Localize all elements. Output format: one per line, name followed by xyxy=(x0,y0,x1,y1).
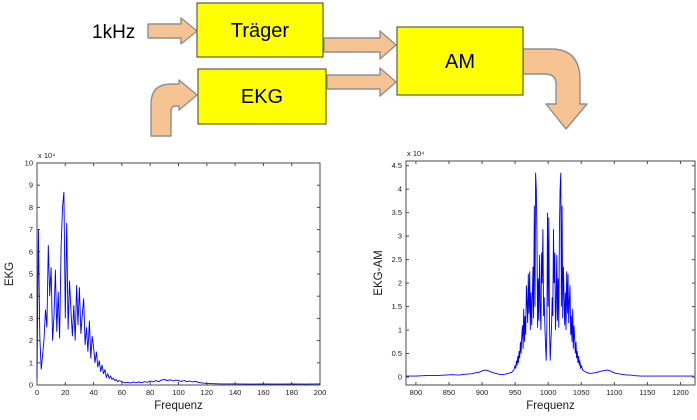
ekg-block-shape xyxy=(197,68,327,125)
arrow-ekg-to-am-icon xyxy=(326,67,397,97)
svg-text:3: 3 xyxy=(29,314,33,323)
svg-text:4: 4 xyxy=(29,292,33,301)
svg-text:Frequenz: Frequenz xyxy=(154,400,203,412)
svg-text:1: 1 xyxy=(29,358,33,367)
svg-text:0.5: 0.5 xyxy=(392,349,402,358)
traeger-block-label: Träger xyxy=(231,20,290,42)
svg-text:4.5: 4.5 xyxy=(392,161,402,170)
arrow-ekg-signal-input-icon xyxy=(150,79,198,137)
svg-text:20: 20 xyxy=(61,388,69,397)
svg-text:EKG-AM: EKG-AM xyxy=(373,250,385,295)
svg-text:x 10⁴: x 10⁴ xyxy=(407,149,424,158)
svg-text:2.5: 2.5 xyxy=(392,255,402,264)
svg-text:40: 40 xyxy=(89,388,97,397)
am-block: AM xyxy=(396,26,524,96)
svg-text:1100: 1100 xyxy=(606,388,622,397)
svg-text:3.5: 3.5 xyxy=(392,208,402,217)
svg-text:1000: 1000 xyxy=(540,388,557,397)
input-frequency-label: 1kHz xyxy=(92,22,135,43)
svg-text:1150: 1150 xyxy=(639,388,655,397)
svg-text:EKG: EKG xyxy=(4,262,16,286)
traeger-block-shape xyxy=(196,2,324,58)
svg-text:80: 80 xyxy=(146,388,154,397)
svg-text:140: 140 xyxy=(229,388,242,397)
svg-text:200: 200 xyxy=(314,388,327,397)
svg-text:Frequenz: Frequenz xyxy=(526,400,575,412)
svg-text:1: 1 xyxy=(398,326,402,335)
svg-text:1050: 1050 xyxy=(573,388,590,397)
svg-text:5: 5 xyxy=(29,270,33,279)
svg-text:9: 9 xyxy=(29,181,33,190)
svg-text:0: 0 xyxy=(29,381,33,390)
traeger-block: Träger xyxy=(196,2,324,58)
svg-text:0: 0 xyxy=(398,373,402,382)
svg-text:850: 850 xyxy=(443,388,456,397)
ekg-am-spectrum-chart: 800 850 900 950 1000 1050 1100 1150 1200 0 0.5 1 1.5… xyxy=(373,149,696,412)
svg-text:0: 0 xyxy=(35,388,39,397)
svg-text:100: 100 xyxy=(172,388,185,397)
svg-text:2: 2 xyxy=(29,336,33,345)
svg-text:7: 7 xyxy=(29,225,33,234)
svg-text:10: 10 xyxy=(25,159,33,168)
arrow-am-output-icon xyxy=(522,48,588,130)
svg-text:950: 950 xyxy=(509,388,522,397)
svg-text:8: 8 xyxy=(29,203,33,212)
svg-text:60: 60 xyxy=(118,388,126,397)
ekg-spectrum-chart: 0 20 40 60 80 100 120 140 160 180 200 0 1 2 3 4 5 6 7 8 9 10 x… xyxy=(4,151,327,412)
ekg-block-label: EKG xyxy=(241,86,283,108)
svg-text:2: 2 xyxy=(398,279,402,288)
am-block-shape xyxy=(396,26,524,96)
am-block-label: AM xyxy=(445,51,475,73)
arrow-input-to-traeger-icon xyxy=(147,17,198,45)
svg-text:6: 6 xyxy=(29,247,33,256)
svg-text:4: 4 xyxy=(398,185,402,194)
svg-text:x 10⁴: x 10⁴ xyxy=(38,151,55,160)
arrow-traeger-to-am-icon xyxy=(323,30,397,60)
svg-text:3: 3 xyxy=(398,232,402,241)
svg-text:800: 800 xyxy=(410,388,423,397)
svg-text:120: 120 xyxy=(201,388,214,397)
svg-text:1.5: 1.5 xyxy=(392,302,402,311)
svg-text:900: 900 xyxy=(476,388,489,397)
svg-text:1200: 1200 xyxy=(672,388,689,397)
svg-text:180: 180 xyxy=(285,388,298,397)
ekg-block: EKG xyxy=(197,68,327,125)
am-modulation-block-diagram: 1kHz Träger EKG AM xyxy=(92,2,588,137)
svg-text:160: 160 xyxy=(257,388,270,397)
